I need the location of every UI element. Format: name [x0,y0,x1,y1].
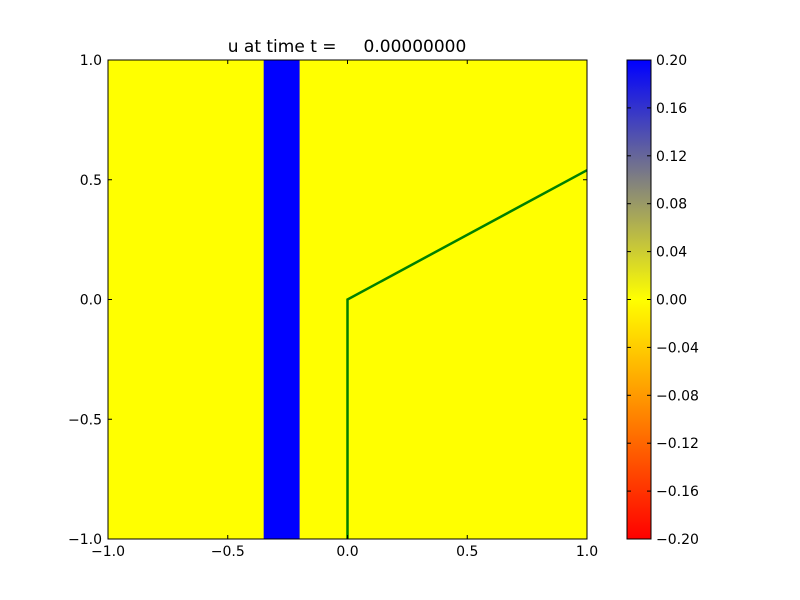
overlay-line [346,169,588,539]
x-tick-label: −0.5 [211,544,245,560]
colorbar-tick-label: 0.04 [656,245,687,261]
field-band [263,60,300,539]
y-tick-label: 1.0 [80,53,102,69]
y-tick-label: 0.0 [80,293,102,309]
y-axis: −1.0 −0.5 0.0 0.5 1.0 [68,53,587,548]
colorbar-tick-label: −0.16 [656,484,699,500]
colorbar-tick-label: −0.20 [656,532,699,548]
x-axis: −1.0 −0.5 0.0 0.5 1.0 [91,60,598,560]
colorbar-tick-label: 0.00 [656,293,687,309]
colorbar: 0.20 0.16 0.12 0.08 0.04 0.00 −0.04 −0.08 −0.12 −… [626,53,699,548]
x-tick-label: 1.0 [576,544,598,560]
x-tick-label: 0.0 [336,544,358,560]
y-tick-label: −0.5 [68,412,102,428]
x-tick-label: 0.5 [456,544,478,560]
plot-area [107,59,588,540]
y-tick-label: 0.5 [80,173,102,189]
colorbar-tick-label: 0.20 [656,53,687,69]
colorbar-tick-label: 0.12 [656,149,687,165]
colorbar-tick-label: −0.08 [656,388,699,404]
chart-title: u at time t = 0.00000000 [228,37,467,57]
x-tick-label: −1.0 [91,544,125,560]
colorbar-tick-label: 0.16 [656,101,687,117]
y-tick-label: −1.0 [68,532,102,548]
colorbar-tick-label: −0.12 [656,436,699,452]
colorbar-tick-label: −0.04 [656,340,699,356]
colorbar-tick-label: 0.08 [656,197,687,213]
